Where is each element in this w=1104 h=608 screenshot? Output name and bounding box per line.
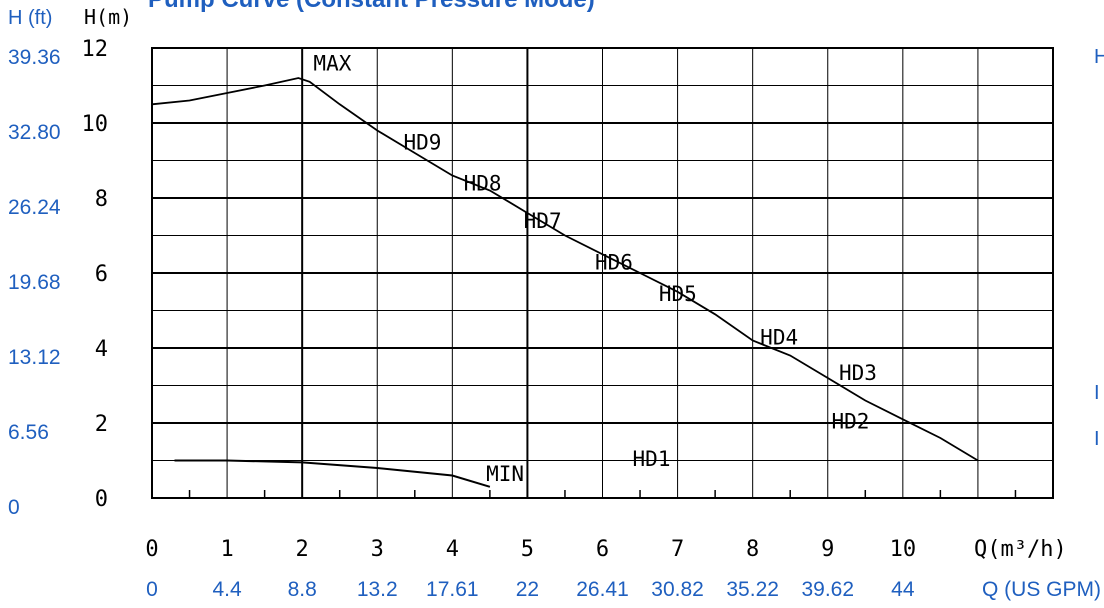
y-secondary-tick-label: 13.12 xyxy=(8,346,61,369)
x-tick-label: 3 xyxy=(371,537,384,562)
y-secondary-axis-label: H (ft) xyxy=(8,7,52,29)
x-secondary-tick-label: 30.82 xyxy=(651,578,704,601)
y-secondary-tick-label: 32.80 xyxy=(8,121,61,144)
x-tick-label: 2 xyxy=(296,537,309,562)
x-secondary-tick-label: 13.2 xyxy=(357,578,398,601)
x-secondary-tick-label: 0 xyxy=(146,578,158,601)
y-tick-label: 10 xyxy=(82,112,109,137)
curve-label: HD1 xyxy=(633,447,671,471)
curve-label: HD8 xyxy=(464,172,502,196)
x-secondary-axis-label: Q (US GPM) xyxy=(982,578,1101,601)
x-secondary-tick-label: 35.22 xyxy=(726,578,779,601)
x-tick-label: 9 xyxy=(821,537,834,562)
x-tick-label: 5 xyxy=(521,537,534,562)
chart-title: Pump Curve (Constant Pressure Mode) xyxy=(148,0,595,14)
curve-label: HD5 xyxy=(659,282,697,306)
curve-label: MAX xyxy=(313,52,351,76)
x-secondary-tick-label: 44 xyxy=(891,578,915,601)
curve-label: HD7 xyxy=(524,209,562,233)
curve-label: HD4 xyxy=(760,325,798,349)
x-tick-label: 8 xyxy=(746,537,759,562)
right-edge-text-1: H xyxy=(1094,46,1104,68)
x-secondary-tick-label: 8.8 xyxy=(288,578,317,601)
series-line-max xyxy=(151,77,979,462)
x-tick-label: 7 xyxy=(671,537,684,562)
plot-frame xyxy=(151,47,1054,499)
right-edge-text-2: I xyxy=(1094,382,1100,404)
x-secondary-tick-label: 17.61 xyxy=(426,578,479,601)
curve-label: MIN xyxy=(486,462,524,486)
y-secondary-tick-label: 6.56 xyxy=(8,421,49,444)
curve-label: HD9 xyxy=(404,130,442,154)
y-secondary-tick-label: 26.24 xyxy=(8,196,61,219)
right-edge-text-3: I xyxy=(1094,428,1100,450)
x-secondary-tick-label: 26.41 xyxy=(576,578,629,601)
x-tick-label: 1 xyxy=(220,537,233,562)
x-secondary-tick-label: 39.62 xyxy=(801,578,854,601)
y-secondary-tick-label: 0 xyxy=(8,496,20,519)
y-secondary-tick-label: 19.68 xyxy=(8,271,61,294)
y-tick-label: 6 xyxy=(95,262,108,287)
x-secondary-tick-label: 22 xyxy=(516,578,539,601)
curve-label: HD3 xyxy=(839,361,877,385)
x-tick-label: 10 xyxy=(890,537,917,562)
y-tick-label: 8 xyxy=(95,187,108,212)
y-tick-label: 0 xyxy=(95,487,108,512)
y-tick-label: 12 xyxy=(82,37,109,62)
series-line-min xyxy=(174,459,491,488)
x-tick-label: 4 xyxy=(446,537,459,562)
y-axis-label: H(m) xyxy=(84,5,132,29)
curve-label: HD6 xyxy=(595,250,633,274)
curve-label: HD2 xyxy=(832,410,870,434)
x-secondary-tick-label: 4.4 xyxy=(212,578,242,601)
y-tick-label: 4 xyxy=(95,337,108,362)
x-tick-label: 6 xyxy=(596,537,609,562)
y-secondary-tick-label: 39.36 xyxy=(8,46,61,69)
y-tick-label: 2 xyxy=(95,412,108,437)
x-tick-label: 0 xyxy=(145,537,158,562)
x-axis-label: Q(m³/h) xyxy=(974,537,1067,562)
